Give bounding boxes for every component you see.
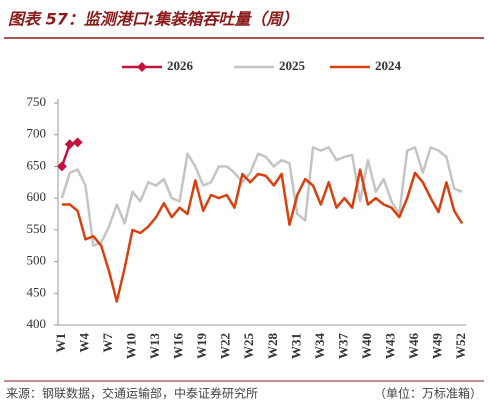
x-tick-label: W25: [241, 333, 256, 360]
y-tick-label: 700: [27, 126, 47, 141]
x-tick-label: W49: [430, 333, 445, 360]
y-tick-label: 450: [27, 284, 47, 299]
x-tick-label: W4: [76, 333, 91, 353]
x-tick-label: W52: [453, 333, 468, 359]
y-tick-label: 600: [27, 189, 47, 204]
x-tick-label: W10: [124, 333, 139, 359]
y-tick-label: 550: [27, 221, 47, 236]
x-tick-label: W16: [171, 333, 186, 360]
unit-note: （单位：万标准箱）: [374, 386, 482, 401]
x-tick-label: W13: [147, 333, 162, 360]
legend-marker: [137, 62, 147, 72]
x-tick-label: W46: [406, 333, 421, 360]
point-marker: [56, 161, 67, 172]
x-tick-label: W28: [265, 333, 280, 360]
y-tick-label: 500: [27, 253, 47, 268]
y-tick-label: 400: [27, 316, 47, 331]
source: 来源：钢联数据，交通运输部，中泰证券研究所: [6, 386, 258, 401]
x-tick-label: W31: [288, 333, 303, 359]
point-marker: [72, 137, 83, 148]
x-tick-label: W34: [312, 333, 327, 360]
x-tick-label: W7: [100, 333, 115, 353]
x-tick-label: W1: [53, 333, 68, 353]
x-tick-label: W19: [194, 333, 209, 360]
x-tick-label: W22: [218, 333, 233, 359]
series-line: [60, 146, 463, 247]
chart-title: 图表 57：监测港口:集装箱吞吐量（周）: [8, 10, 298, 29]
x-tick-label: W43: [382, 333, 397, 360]
y-tick-label: 650: [27, 157, 47, 172]
legend-label: 2025: [279, 58, 306, 73]
series-line: [61, 168, 464, 303]
x-tick-label: W40: [359, 333, 374, 359]
legend-label: 2024: [375, 58, 402, 73]
x-tick-label: W37: [335, 333, 350, 360]
point-marker: [64, 139, 75, 150]
y-tick-label: 750: [27, 94, 47, 109]
legend-label: 2026: [167, 58, 194, 73]
